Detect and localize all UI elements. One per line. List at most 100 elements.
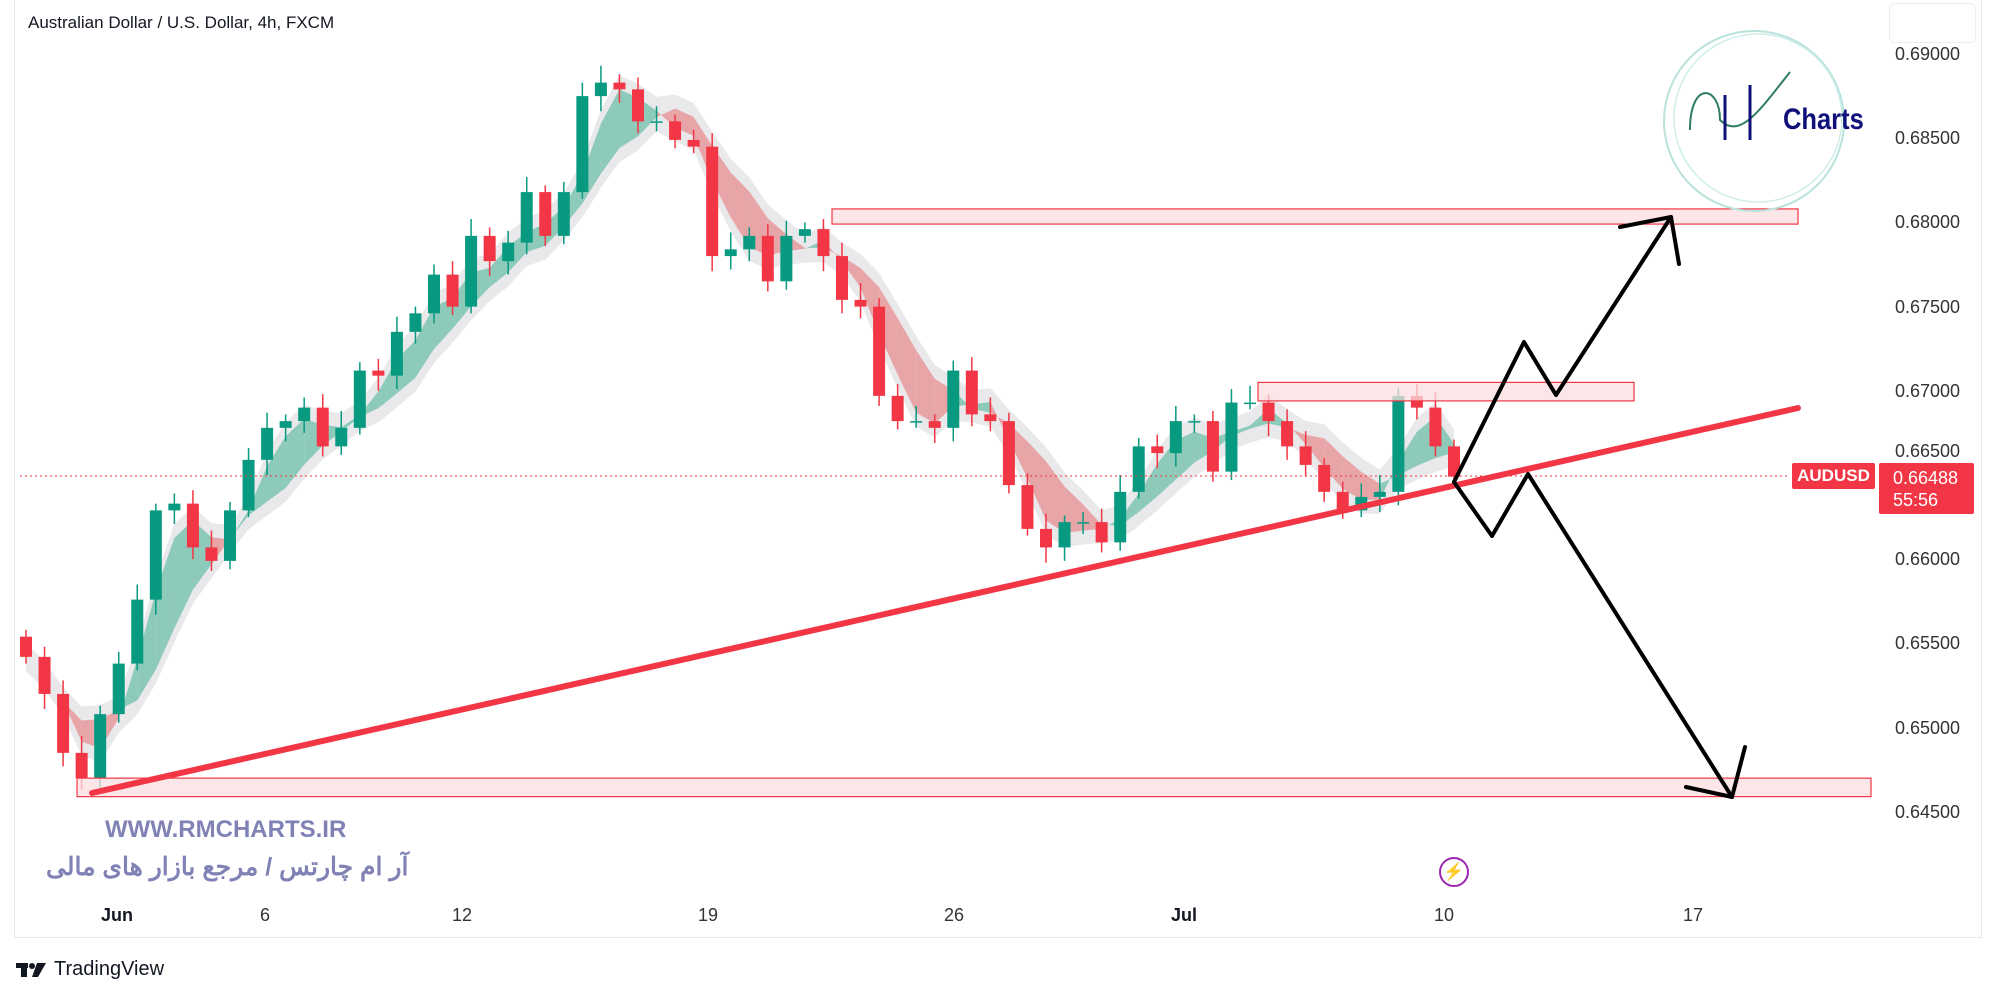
candle-body: [298, 407, 311, 422]
candle-body: [780, 235, 793, 282]
candle: [613, 74, 626, 103]
zone-resistance-mid[interactable]: [1257, 381, 1635, 402]
candle-body: [854, 299, 867, 307]
ribbon-segment: [118, 659, 138, 719]
last-price-label: 0.66488 55:56: [1879, 463, 1974, 514]
lightning-icon[interactable]: ⚡: [1439, 857, 1469, 887]
ribbon-segment: [285, 418, 305, 488]
candle-body: [1299, 446, 1312, 465]
price-axis-label: 0.66500: [1895, 441, 1961, 461]
rmcharts-logo: [1663, 30, 1845, 212]
candle: [836, 242, 848, 314]
candle: [1281, 409, 1294, 460]
candle: [353, 362, 366, 435]
candle: [20, 629, 32, 664]
ribbon-segment: [1342, 456, 1362, 500]
tradingview-brand: TradingView: [54, 958, 165, 980]
candle: [632, 77, 644, 134]
candle-body: [613, 82, 626, 90]
candle-body: [1318, 464, 1331, 492]
candle: [743, 227, 756, 262]
candle: [947, 360, 960, 442]
candle: [1318, 458, 1331, 502]
candle: [687, 129, 700, 154]
symbol-label: AUDUSD: [1792, 463, 1875, 489]
price-axis-label: 0.67000: [1895, 380, 1961, 401]
tradingview-logo[interactable]: TradingView: [16, 958, 164, 981]
ribbon-segment: [1305, 434, 1325, 468]
candle: [1206, 411, 1219, 482]
candle: [279, 414, 292, 442]
candle-body: [38, 656, 51, 694]
candle-body: [520, 192, 533, 243]
ribbon-segment: [396, 340, 416, 394]
candle: [1392, 387, 1405, 506]
candle-body: [1448, 446, 1460, 477]
candle: [1188, 414, 1201, 433]
candle-body: [279, 421, 292, 428]
candle: [1058, 515, 1071, 561]
bar-countdown: 55:56: [1893, 490, 1939, 510]
candle-body: [20, 636, 32, 657]
candle-body: [168, 503, 181, 511]
time-axis-label: 17: [1682, 905, 1704, 925]
candle-body: [224, 510, 236, 561]
candle-body: [836, 256, 848, 300]
candle-body: [1132, 446, 1145, 492]
candle: [965, 357, 978, 427]
candle: [224, 501, 236, 570]
candle-body: [1188, 421, 1201, 423]
candle-body: [353, 370, 366, 428]
zone-resistance-top[interactable]: [831, 208, 1799, 225]
candle-body: [186, 503, 199, 548]
candle-body: [94, 714, 107, 779]
candle-body: [446, 274, 459, 307]
candle: [873, 298, 886, 406]
candle-body: [965, 370, 978, 415]
ribbon-segment: [1027, 441, 1046, 521]
zone-support-bottom[interactable]: [76, 777, 1872, 798]
ribbon-segment: [1157, 440, 1176, 497]
candle-body: [891, 395, 904, 422]
candle: [57, 680, 70, 767]
time-axis-label: 12: [451, 905, 473, 925]
candle-body: [316, 407, 329, 447]
time-axis-label: 26: [943, 905, 965, 925]
logo-text: Charts: [1783, 103, 1864, 136]
candle-body: [1410, 395, 1423, 408]
candle: [910, 405, 923, 428]
candle: [94, 705, 107, 789]
bullish-arrow[interactable]: [1452, 215, 1681, 484]
candle-body: [557, 192, 570, 236]
candle-body: [1336, 491, 1349, 511]
chart-settings-button[interactable]: [1889, 3, 1976, 43]
candle-body: [1077, 522, 1090, 524]
candle-body: [205, 547, 218, 561]
candle-body: [502, 242, 515, 262]
candle: [1244, 385, 1256, 410]
chart-frame: [14, 0, 1982, 938]
ribbon-segment: [916, 350, 935, 424]
bearish-arrow[interactable]: [1452, 472, 1747, 799]
candle: [594, 65, 607, 112]
candle-body: [1058, 522, 1071, 548]
candle: [1114, 475, 1127, 551]
candle-body: [632, 89, 644, 122]
candle: [984, 397, 997, 432]
candle-body: [798, 229, 811, 236]
candle: [409, 306, 422, 344]
price-axis-label: 0.66000: [1895, 549, 1961, 570]
candle-body: [1040, 528, 1052, 548]
candle: [539, 185, 552, 246]
candle: [1002, 412, 1015, 494]
candle: [502, 230, 515, 275]
ribbon-segment: [1324, 438, 1343, 490]
ribbon-segment: [415, 306, 434, 378]
candle: [761, 224, 774, 292]
candle-body: [743, 235, 756, 250]
candle-body: [1262, 402, 1275, 422]
candle-body: [1095, 522, 1108, 543]
ribbon-segment: [137, 591, 156, 701]
trendline[interactable]: [89, 405, 1801, 796]
